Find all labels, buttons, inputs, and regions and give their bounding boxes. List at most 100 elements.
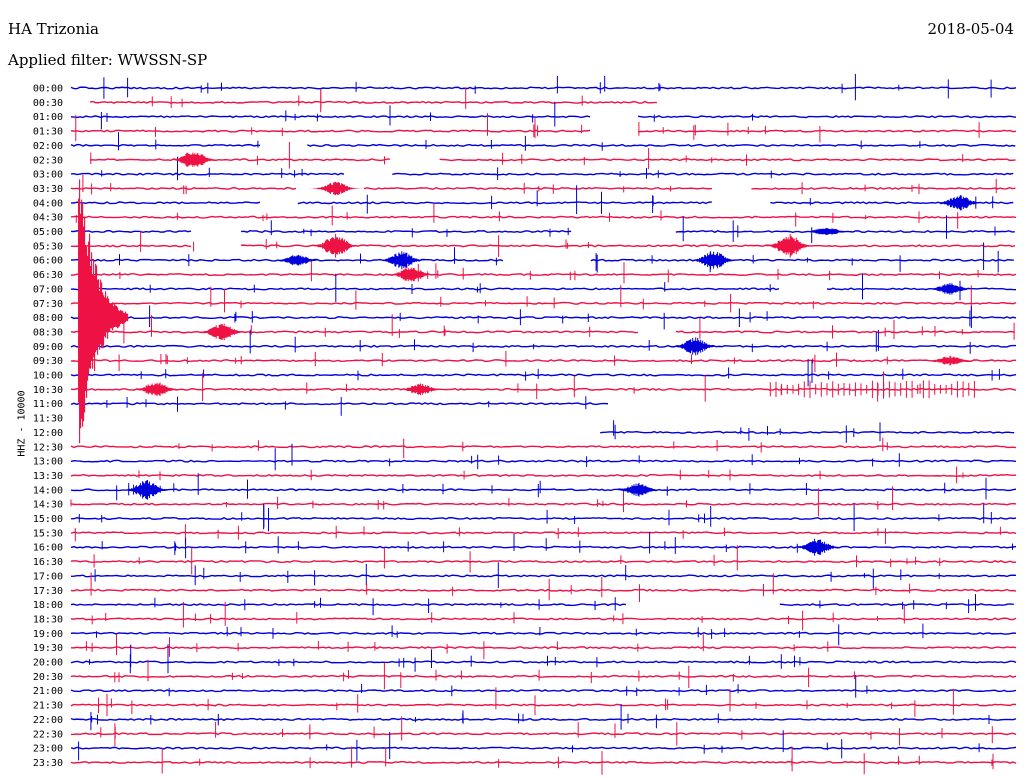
time-label-15: 07:30: [33, 299, 63, 310]
trace-row-20: [70, 359, 1017, 387]
trace-row-12: [70, 242, 1014, 273]
time-label-40: 20:00: [33, 658, 63, 669]
time-label-24: 12:00: [33, 428, 63, 439]
event-14: [129, 382, 183, 397]
time-label-20: 10:00: [33, 371, 63, 382]
big-event: [78, 179, 129, 444]
trace-row-27: [70, 466, 1017, 484]
trace-row-5: [89, 142, 1016, 170]
trace-row-6: [70, 156, 1014, 181]
trace-row-4: [70, 132, 1016, 151]
filter-label: Applied filter: WWSSN-SP: [8, 51, 208, 69]
trace-row-25: [70, 437, 1017, 459]
time-label-4: 02:00: [33, 141, 63, 152]
time-label-12: 06:00: [33, 256, 63, 267]
trace-row-36: [70, 594, 1014, 616]
time-label-37: 18:30: [33, 614, 63, 625]
time-label-18: 09:00: [33, 342, 63, 353]
time-label-31: 15:30: [33, 528, 63, 539]
time-label-16: 08:00: [33, 313, 63, 324]
event-7: [375, 251, 428, 270]
trace-row-0: [70, 73, 1017, 101]
time-label-0: 00:00: [33, 84, 63, 95]
trace-row-44: [70, 704, 1017, 731]
time-label-36: 18:00: [33, 600, 63, 611]
time-label-33: 16:30: [33, 557, 63, 568]
trace-row-16: [70, 305, 1017, 330]
event-12: [669, 337, 722, 356]
time-label-6: 03:00: [33, 170, 63, 181]
time-label-2: 01:00: [33, 112, 63, 123]
trace-row-11: [70, 230, 1016, 257]
event-1: [309, 181, 363, 196]
trace-row-30: [70, 503, 1017, 532]
event-13: [923, 355, 977, 366]
time-label-10: 05:00: [33, 227, 63, 238]
station-name: HA Trizonia: [8, 20, 99, 38]
event-16: [121, 480, 174, 500]
time-label-13: 06:30: [33, 270, 63, 281]
event-9: [384, 267, 438, 282]
time-label-5: 02:30: [33, 155, 63, 166]
time-label-26: 13:00: [33, 457, 63, 468]
event-0: [167, 152, 221, 167]
date-label: 2018-05-04: [927, 20, 1014, 38]
trace-row-21: [70, 371, 1017, 402]
time-label-34: 17:00: [33, 571, 63, 582]
time-label-32: 16:00: [33, 543, 63, 554]
trace-row-35: [70, 572, 1017, 602]
event-18: [791, 538, 844, 556]
trace-row-33: [70, 545, 1017, 575]
trace-row-34: [70, 562, 1017, 589]
time-label-7: 03:30: [33, 184, 63, 195]
trace-row-3: [70, 113, 1017, 143]
trace-row-22: [70, 396, 609, 416]
time-label-39: 19:30: [33, 643, 63, 654]
time-label-22: 11:00: [33, 399, 63, 410]
trace-row-24: [600, 420, 1015, 443]
trace-row-47: [70, 746, 1017, 775]
trace-row-42: [70, 675, 1017, 698]
trace-row-41: [70, 659, 1017, 690]
event-8: [687, 251, 741, 270]
trace-row-9: [70, 203, 1017, 229]
trace-row-46: [70, 730, 1017, 761]
event-11: [195, 323, 249, 341]
trace-row-1: [89, 87, 657, 113]
event-10: [925, 283, 976, 295]
event-2: [933, 195, 984, 211]
trace-row-29: [70, 486, 1017, 517]
trace-row-37: [70, 601, 1017, 631]
time-label-11: 05:30: [33, 241, 63, 252]
time-label-28: 14:00: [33, 485, 63, 496]
event-5: [762, 234, 816, 258]
time-label-30: 15:00: [33, 514, 63, 525]
trace-row-40: [70, 644, 1017, 674]
trace-row-8: [70, 185, 1014, 215]
time-label-35: 17:30: [33, 586, 63, 597]
trace-row-28: [70, 473, 1017, 501]
time-label-46: 23:00: [33, 744, 63, 755]
time-label-45: 22:30: [33, 729, 63, 740]
time-label-19: 09:30: [33, 356, 63, 367]
trace-row-15: [70, 285, 1017, 313]
time-label-14: 07:00: [33, 284, 63, 295]
trace-row-7: [70, 174, 1016, 195]
time-label-25: 12:30: [33, 442, 63, 453]
time-label-41: 20:30: [33, 672, 63, 683]
time-label-27: 13:30: [33, 471, 63, 482]
trace-row-19: [70, 350, 1017, 373]
time-label-17: 08:30: [33, 327, 63, 338]
time-label-3: 01:30: [33, 127, 63, 138]
trace-row-14: [70, 273, 1017, 302]
time-label-44: 22:00: [33, 715, 63, 726]
time-label-29: 14:30: [33, 500, 63, 511]
time-label-42: 21:00: [33, 686, 63, 697]
time-label-8: 04:00: [33, 198, 63, 209]
tremor-burst: [769, 380, 975, 399]
trace-row-39: [70, 634, 1017, 660]
event-17: [612, 483, 663, 497]
time-label-21: 10:30: [33, 385, 63, 396]
event-6: [273, 254, 323, 266]
